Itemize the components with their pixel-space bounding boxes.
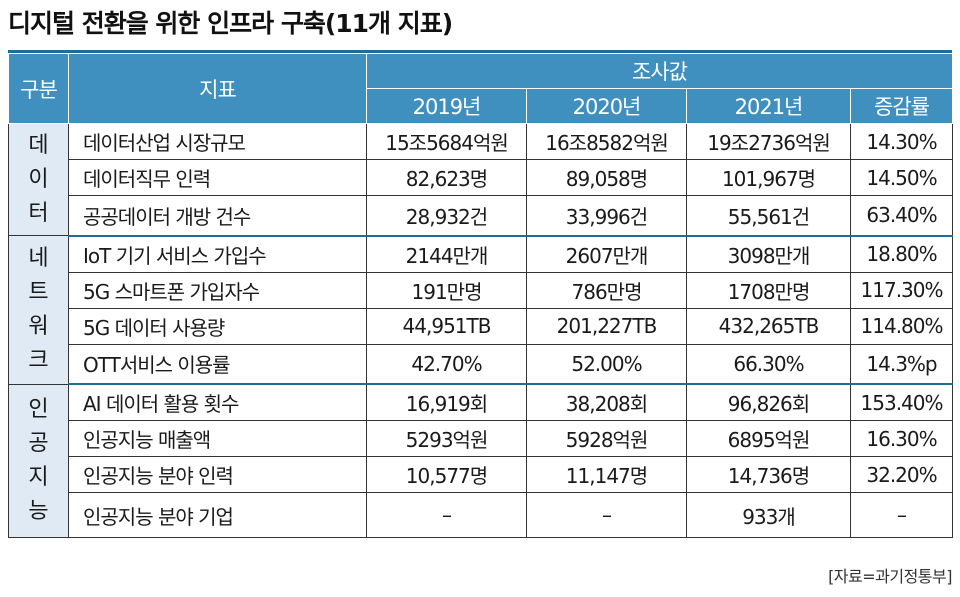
group-label-char: 워: [28, 313, 49, 339]
indicator-cell: 데이터산업 시장규모: [68, 123, 367, 160]
group-label-char: 트: [28, 279, 49, 305]
value-cell: 432,265TB: [686, 307, 851, 345]
value-cell: 14,736명: [686, 456, 851, 493]
value-cell: –: [366, 492, 527, 538]
indicator-cell: AI 데이터 활용 횟수: [68, 383, 367, 421]
group-label-char: 능: [28, 498, 49, 524]
value-cell: 2144만개: [366, 235, 527, 273]
header-growth: 증감률: [849, 88, 954, 124]
value-cell: 10,577명: [366, 456, 527, 493]
header-year-2020: 2020년: [526, 88, 687, 124]
indicator-cell: 인공지능 분야 인력: [68, 456, 367, 493]
value-cell: 5928억원: [526, 420, 687, 457]
value-cell: 933개: [686, 492, 851, 538]
indicator-cell: 인공지능 분야 기업: [68, 492, 367, 538]
value-cell: 82,623명: [366, 159, 527, 196]
value-cell: 15조5684억원: [366, 123, 527, 160]
group-label-char: 지: [28, 464, 49, 490]
value-cell: 101,967명: [686, 159, 851, 196]
source-note: [자료=과기정통부]: [828, 567, 952, 586]
table-row: 인 공 지 능 AI 데이터 활용 횟수 16,919회 38,208회 96,826회 153…: [8, 383, 954, 538]
table-row: 5G 데이터 사용량 44,951TB 201,227TB 432,265TB 114.…: [9, 307, 954, 345]
value-cell: 38,208회: [526, 383, 687, 421]
header-indicator: 지표: [68, 53, 367, 124]
growth-cell: 32.20%: [849, 456, 954, 493]
group-label-char: 크: [28, 347, 49, 373]
indicator-cell: 공공데이터 개방 건수: [68, 195, 367, 237]
value-cell: 96,826회: [686, 383, 851, 421]
table-row: 데 이 터 데이터산업 시장규모 15조5684억원 16조8582억원 19조2736억원…: [8, 123, 954, 236]
group-label-char: 이: [28, 166, 49, 192]
group-label-char: 인: [28, 396, 49, 422]
table-row: 5G 스마트폰 가입자수 191만명 786만명 1708만명 117.30%: [9, 271, 954, 309]
value-cell: 191만명: [366, 271, 527, 309]
value-cell: 11,147명: [526, 456, 687, 493]
table-row: 인공지능 분야 인력 10,577명 11,147명 14,736명 32.20%: [9, 456, 954, 493]
value-cell: 28,932건: [366, 195, 527, 237]
table-row: 네 트 워 크 IoT 기기 서비스 가입수 2144만개 2607만개 3098만개 18.8…: [8, 235, 954, 385]
value-cell: 42.70%: [366, 343, 527, 385]
value-cell: 19조2736억원: [686, 123, 851, 160]
header-values: 조사값: [365, 53, 954, 89]
growth-cell: 63.40%: [849, 195, 954, 237]
growth-cell: 114.80%: [849, 307, 954, 345]
value-cell: 66.30%: [686, 343, 851, 385]
value-cell: 2607만개: [526, 235, 687, 273]
table-row: 인공지능 분야 기업 – –933개 –: [9, 492, 954, 538]
growth-cell: 117.30%: [849, 271, 954, 309]
group-label-char: 데: [28, 132, 49, 158]
value-cell: 1708만명: [686, 271, 851, 309]
header-year-2019: 2019년: [366, 88, 527, 124]
indicator-cell: IoT 기기 서비스 가입수: [68, 235, 367, 273]
growth-cell: 14.50%: [849, 159, 954, 196]
table-row: 데이터직무 인력 82,623명 89,058명 101,967명 14.50%: [9, 159, 954, 196]
indicator-cell: 인공지능 매출액: [68, 420, 367, 457]
growth-cell: 16.30%: [849, 420, 954, 457]
value-cell: 16,919회: [366, 383, 527, 421]
value-cell: 786만명: [526, 271, 687, 309]
group-label-char: 네: [28, 245, 49, 271]
page-title: 디지털 전환을 위한 인프라 구축(11개 지표): [8, 9, 453, 38]
indicator-table: 구분 지표 조사값 2019년 2020년 2021년 증감률 데 이 터 데이터산업…: [8, 53, 954, 538]
header-group: 구분: [8, 53, 69, 124]
value-cell: 52.00%: [526, 343, 687, 385]
value-cell: 33,996건: [526, 195, 687, 237]
value-cell: 55,561건: [686, 195, 851, 237]
indicator-cell: 데이터직무 인력: [68, 159, 367, 196]
value-cell: 6895억원: [686, 420, 851, 457]
group-label-char: 공: [28, 430, 49, 456]
growth-cell: 153.40%: [849, 383, 954, 421]
value-cell: 5293억원: [366, 420, 527, 457]
table-row: OTT서비스 이용률 42.70% 52.00% 66.30% 14.3%p: [9, 343, 954, 385]
header-year-2021: 2021년: [686, 88, 851, 124]
value-cell: 44,951TB: [366, 307, 527, 345]
growth-cell: 14.3%p: [849, 343, 954, 385]
table-body: 데 이 터 데이터산업 시장규모 15조5684억원 16조8582억원 19조2736억원…: [8, 123, 954, 538]
value-cell: 16조8582억원: [526, 123, 687, 160]
indicator-cell: 5G 스마트폰 가입자수: [68, 271, 367, 309]
group-label-char: 터: [28, 200, 49, 226]
value-cell: 201,227TB: [526, 307, 687, 345]
table-row: 공공데이터 개방 건수 28,932건 33,996건 55,561건 63.40%: [9, 195, 954, 237]
growth-cell: 14.30%: [849, 123, 954, 160]
value-cell: 3098만개: [686, 235, 851, 273]
value-cell: 89,058명: [526, 159, 687, 196]
table-header: 구분 지표 조사값 2019년 2020년 2021년 증감률: [8, 53, 954, 124]
table-row: 인공지능 매출액 5293억원 5928억원 6895억원 16.30%: [9, 420, 954, 457]
indicator-cell: 5G 데이터 사용량: [68, 307, 367, 345]
growth-cell: –: [849, 492, 954, 538]
title-rule: [8, 50, 952, 53]
indicator-cell: OTT서비스 이용률: [68, 343, 367, 385]
growth-cell: 18.80%: [849, 235, 954, 273]
value-cell: –: [526, 492, 687, 538]
